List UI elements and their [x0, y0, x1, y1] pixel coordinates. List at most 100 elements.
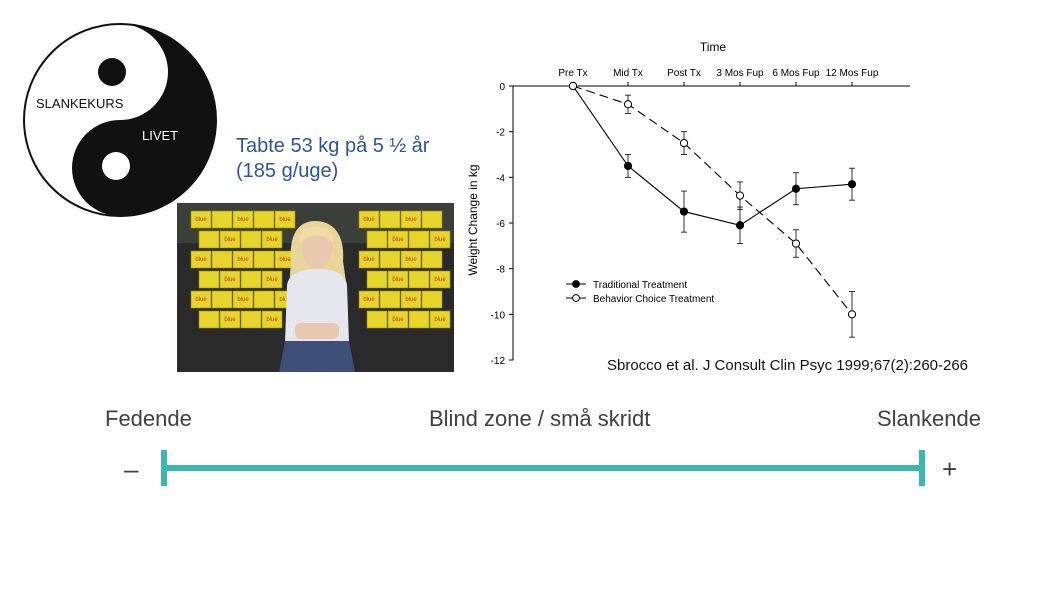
margarine-box — [358, 290, 380, 309]
margarine-box-label: blue — [224, 277, 236, 283]
woman-figure — [279, 221, 355, 372]
margarine-box — [387, 230, 409, 249]
margarine-box — [421, 250, 443, 269]
margarine-box-label: blue — [279, 297, 291, 303]
chart-axes: Pre Tx Mid Tx Post Tx 3 Mos Fup 6 Mos Fup 12 … — [491, 68, 910, 367]
chart-y-tick-label: -4 — [496, 173, 505, 184]
margarine-box — [253, 250, 275, 269]
margarine-box — [421, 210, 443, 229]
margarine-box-label: blue — [405, 297, 417, 303]
chart-y-tick-label: -2 — [496, 128, 505, 139]
margarine-box — [219, 230, 241, 249]
legend-label: Traditional Treatment — [593, 280, 687, 291]
series-line — [572, 85, 853, 315]
margarine-box-label: blue — [237, 297, 249, 303]
margarine-box — [358, 250, 380, 269]
margarine-box — [387, 310, 409, 329]
data-point — [679, 207, 689, 216]
logo-text-top: SLANKEKURS — [36, 96, 124, 111]
data-point — [847, 310, 857, 319]
margarine-box-label: blue — [237, 257, 249, 263]
margarine-box — [253, 210, 275, 229]
data-point — [679, 138, 689, 148]
margarine-box-label: blue — [434, 317, 446, 323]
chart-x-tick-label: Mid Tx — [613, 68, 643, 79]
margarine-box-label: blue — [279, 217, 291, 223]
margarine-box — [261, 230, 283, 249]
margarine-box — [366, 310, 388, 329]
chart-y-tick-label: -8 — [496, 265, 505, 276]
margarine-box-label: blue — [195, 217, 207, 223]
tagline-line-1: Tabte 53 kg på 5 ½ år — [236, 135, 430, 157]
margarine-box-label: blue — [434, 277, 446, 283]
data-point — [847, 180, 857, 189]
margarine-box-label: blue — [392, 277, 404, 283]
margarine-box — [421, 290, 443, 309]
margarine-box-label: blue — [266, 237, 278, 243]
chart-x-tick-label: Post Tx — [667, 68, 701, 79]
data-point — [623, 100, 633, 109]
margarine-box-label: blue — [195, 257, 207, 263]
photo-woman-with-margarine-boxes: blue blue blue blue blue blue blue blue blue blue… — [177, 203, 454, 372]
margarine-box — [240, 270, 262, 289]
margarine-box-label: blue — [392, 317, 404, 323]
chart-x-tick-label: 6 Mos Fup — [772, 68, 820, 79]
margarine-box — [190, 250, 212, 269]
margarine-box-label: blue — [363, 257, 375, 263]
margarine-box — [358, 210, 380, 229]
data-point — [623, 161, 633, 171]
margarine-box-label: blue — [392, 237, 404, 243]
chart-x-title: Time — [700, 40, 727, 54]
margarine-box — [408, 230, 430, 249]
legend-label: Behavior Choice Treatment — [593, 294, 714, 305]
scale-label-blind-zone: Blind zone / små skridt — [429, 406, 651, 431]
yin-dot — [98, 58, 126, 86]
legend-marker — [572, 294, 580, 302]
citation-text: Sbrocco et al. J Consult Clin Psyc 1999;… — [607, 357, 969, 374]
data-point — [568, 81, 578, 91]
data-point — [735, 191, 745, 200]
chart-series — [568, 81, 857, 338]
margarine-box — [366, 270, 388, 289]
chart-y-tick-label: -10 — [491, 310, 506, 321]
margarine-box-label: blue — [266, 317, 278, 323]
margarine-box — [211, 250, 233, 269]
margarine-box — [232, 210, 254, 229]
margarine-boxes: blue blue blue blue blue blue blue blue blue blue… — [190, 210, 451, 329]
margarine-box — [429, 270, 451, 289]
margarine-box-label: blue — [363, 217, 375, 223]
margarine-box-label: blue — [224, 317, 236, 323]
margarine-box — [400, 290, 422, 309]
margarine-box — [400, 250, 422, 269]
scale-label-fattening: Fedende — [105, 406, 192, 431]
margarine-box — [400, 210, 422, 229]
scale-right-end — [919, 450, 925, 486]
margarine-box — [408, 270, 430, 289]
margarine-box-label: blue — [405, 257, 417, 263]
tagline-line-2: (185 g/uge) — [236, 160, 339, 182]
margarine-box-label: blue — [237, 217, 249, 223]
margarine-box — [232, 290, 254, 309]
margarine-box — [274, 210, 296, 229]
data-point — [791, 239, 801, 248]
weight-loss-tagline: Tabte 53 kg på 5 ½ år (185 g/uge) — [236, 134, 429, 184]
plus-sign: + — [942, 454, 957, 484]
margarine-box — [190, 210, 212, 229]
yang-dot — [102, 152, 130, 180]
scale-label-slimming: Slankende — [877, 406, 981, 431]
margarine-box — [198, 230, 220, 249]
margarine-box — [387, 270, 409, 289]
margarine-box — [253, 290, 275, 309]
margarine-box — [240, 310, 262, 329]
margarine-box — [261, 270, 283, 289]
margarine-box — [219, 270, 241, 289]
margarine-box — [379, 290, 401, 309]
chart-x-tick-label: Pre Tx — [558, 68, 587, 79]
data-point — [735, 221, 745, 230]
margarine-box-label: blue — [434, 237, 446, 243]
chart-y-title: Weight Change in kg — [466, 164, 480, 275]
margarine-box — [379, 250, 401, 269]
scale-line — [164, 465, 922, 471]
chart-y-tick-label: 0 — [499, 82, 505, 93]
margarine-box-label: blue — [224, 237, 236, 243]
